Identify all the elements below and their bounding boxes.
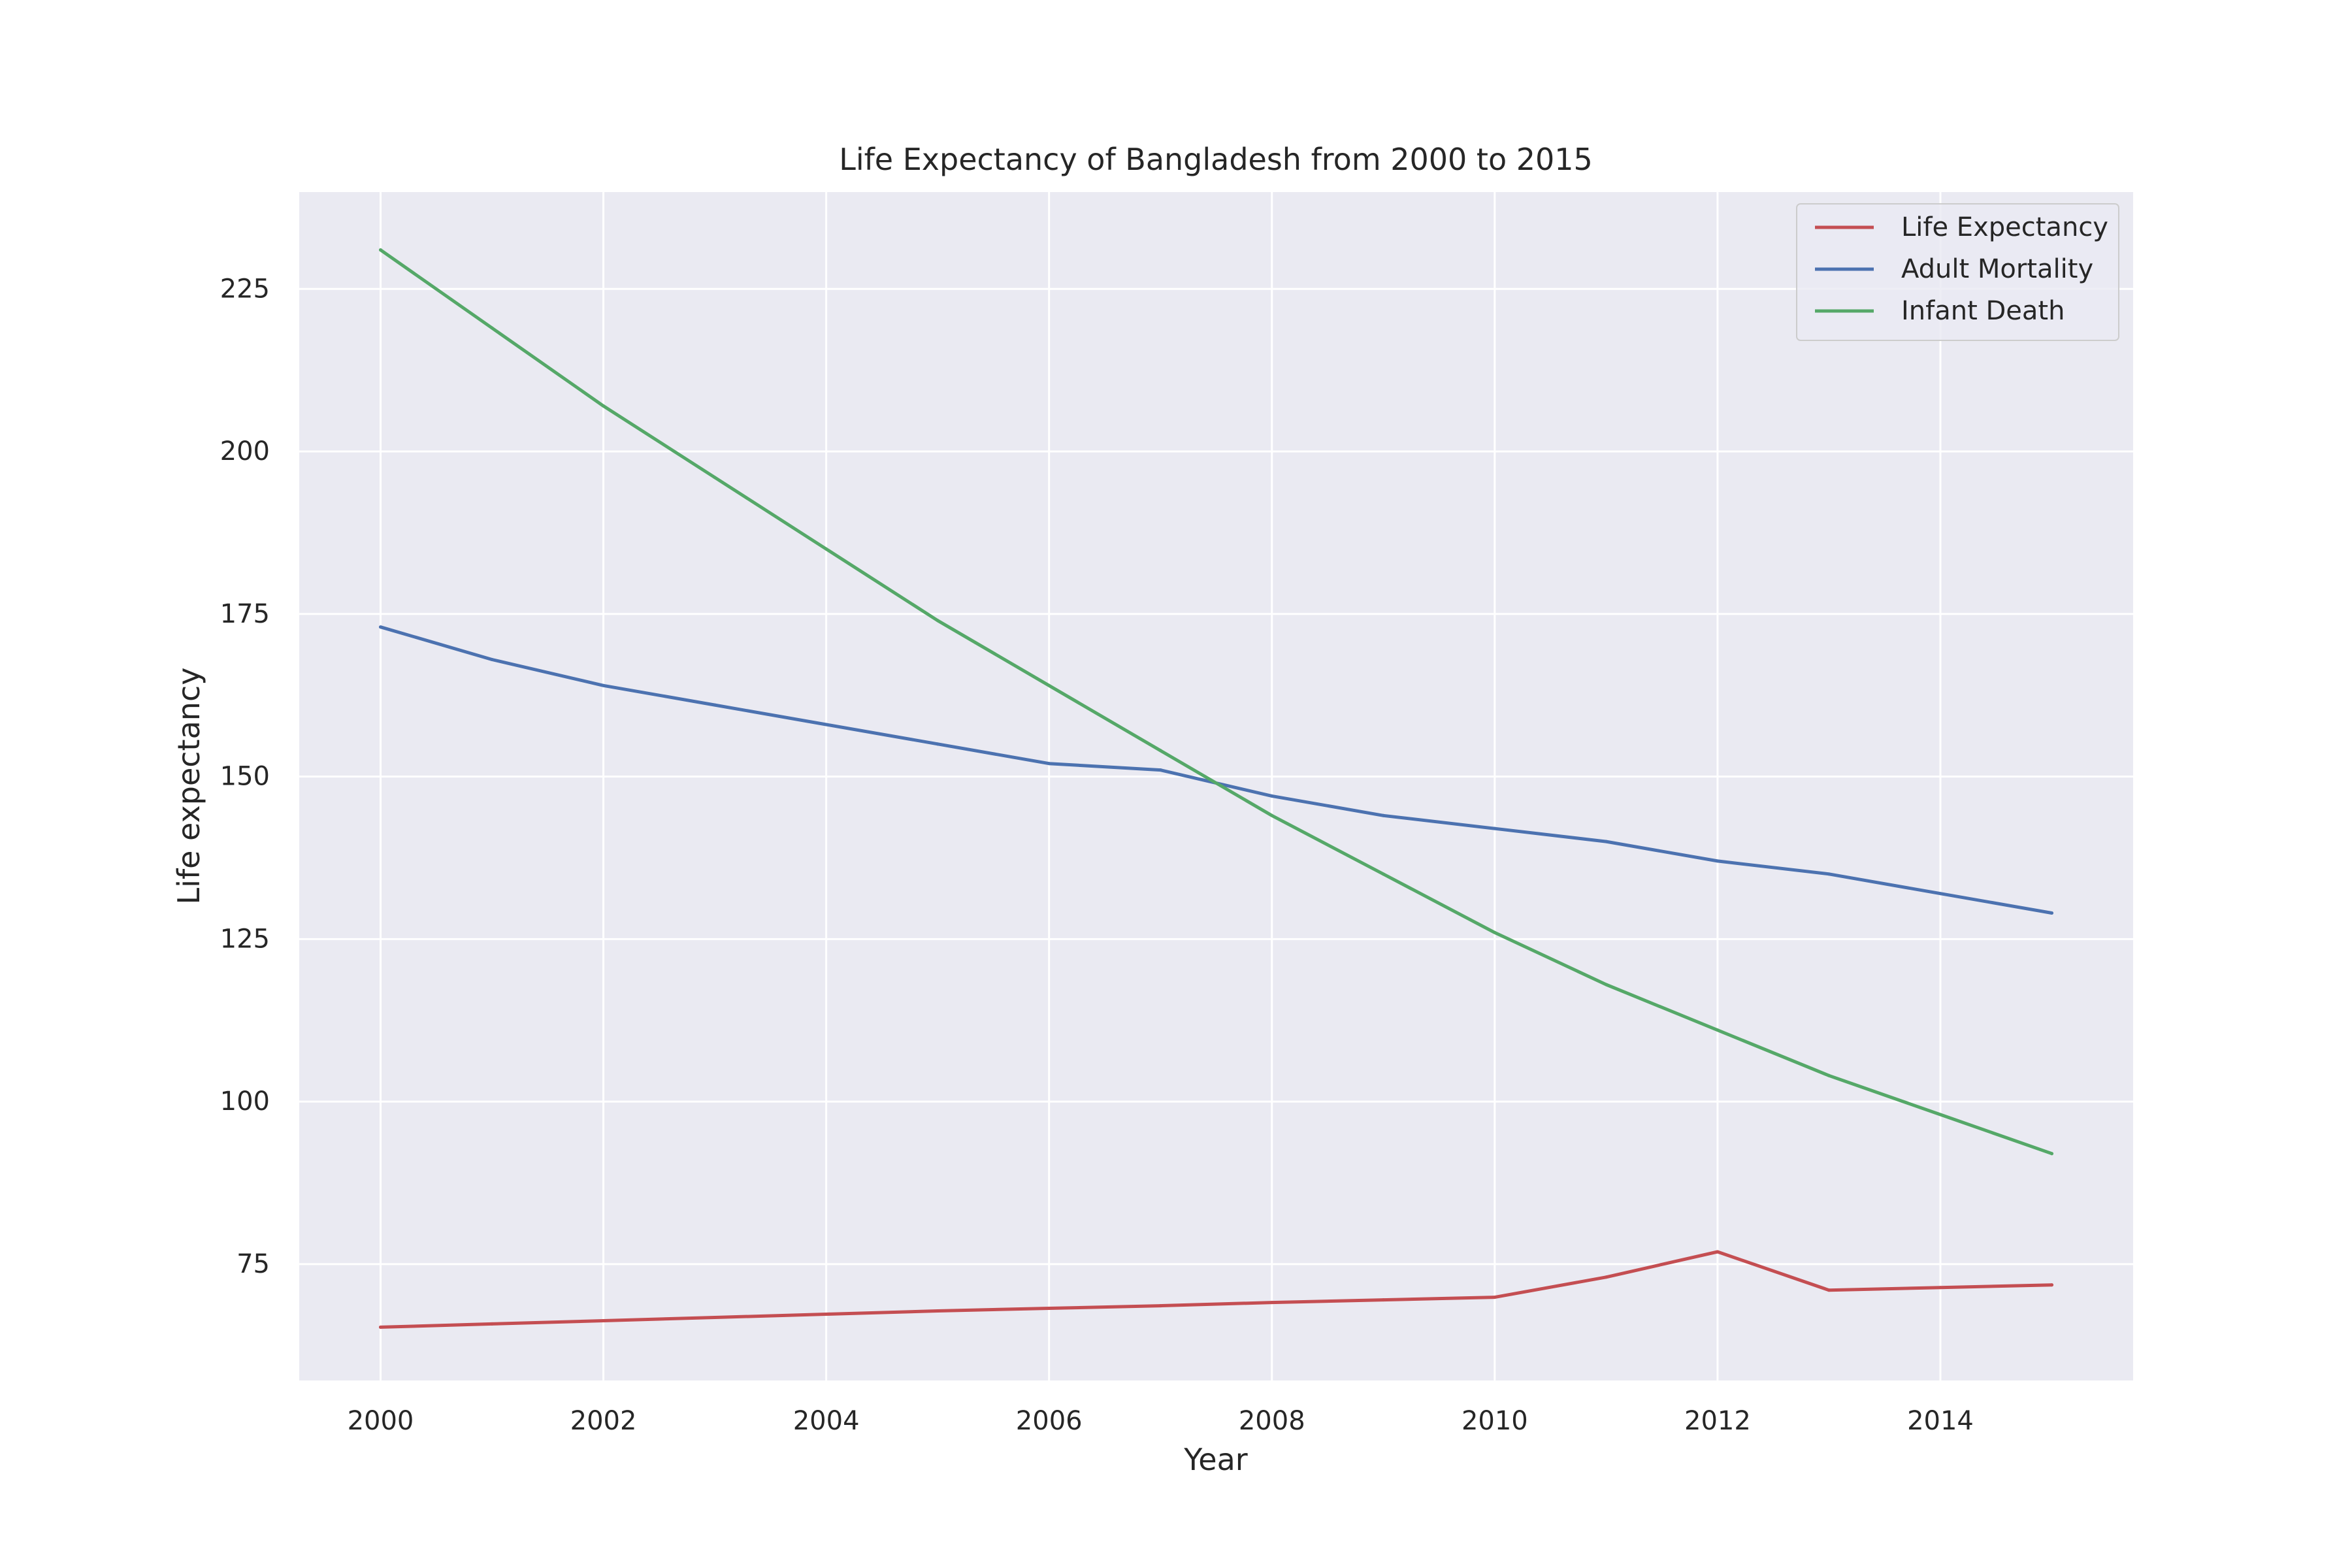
data-point-life-expectancy <box>1158 1304 1162 1308</box>
grid-lines <box>299 192 2133 1380</box>
y-tick-label: 225 <box>220 274 270 304</box>
data-point-life-expectancy <box>2050 1283 2054 1287</box>
legend-label-infant-death: Infant Death <box>1901 296 2065 326</box>
x-tick-label: 2002 <box>570 1406 637 1436</box>
data-point-infant-death <box>602 404 606 408</box>
data-point-infant-death <box>713 476 717 480</box>
legend-items: Life Expectancy Adult Mortality Infant Dea… <box>1815 212 2108 326</box>
x-tick-label: 2008 <box>1239 1406 1305 1436</box>
y-tick-label: 100 <box>220 1086 270 1117</box>
data-point-infant-death <box>1604 983 1608 987</box>
data-point-infant-death <box>825 547 828 551</box>
data-point-adult-mortality <box>378 625 382 629</box>
y-tick-label: 175 <box>220 599 270 629</box>
data-point-infant-death <box>378 248 382 252</box>
data-point-life-expectancy <box>1270 1301 1274 1305</box>
data-point-infant-death <box>2050 1152 2054 1156</box>
data-point-infant-death <box>1827 1073 1831 1077</box>
x-tick-label: 2010 <box>1462 1406 1528 1436</box>
legend-label-life-expectancy: Life Expectancy <box>1901 212 2108 242</box>
data-point-adult-mortality <box>1270 794 1274 798</box>
data-point-adult-mortality <box>1047 762 1051 766</box>
x-axis-label: Year <box>1183 1442 1247 1477</box>
data-point-adult-mortality <box>825 723 828 727</box>
data-point-life-expectancy <box>1938 1286 1942 1290</box>
data-point-infant-death <box>1716 1028 1720 1032</box>
data-point-infant-death <box>1270 813 1274 817</box>
x-tick-label: 2000 <box>348 1406 414 1436</box>
data-point-infant-death <box>1381 872 1385 876</box>
data-point-adult-mortality <box>2050 911 2054 915</box>
data-point-infant-death <box>936 619 939 623</box>
y-tick-label: 125 <box>220 924 270 954</box>
data-point-infant-death <box>1938 1113 1942 1117</box>
chart-title: Life Expectancy of Bangladesh from 2000 … <box>839 142 1593 177</box>
data-point-infant-death <box>490 326 494 330</box>
data-point-adult-mortality <box>490 657 494 661</box>
data-point-life-expectancy <box>1827 1288 1831 1292</box>
data-point-adult-mortality <box>1493 826 1497 830</box>
data-point-life-expectancy <box>1381 1298 1385 1302</box>
data-point-adult-mortality <box>602 683 606 687</box>
data-point-adult-mortality <box>713 703 717 707</box>
data-point-adult-mortality <box>1158 768 1162 772</box>
legend: Life Expectancy Adult Mortality Infant Dea… <box>1796 203 2119 341</box>
data-point-infant-death <box>1493 930 1497 934</box>
data-point-life-expectancy <box>1493 1296 1497 1299</box>
y-tick-label: 150 <box>220 762 270 792</box>
data-point-life-expectancy <box>825 1313 828 1316</box>
data-point-life-expectancy <box>378 1325 382 1329</box>
data-point-life-expectancy <box>1604 1275 1608 1279</box>
x-tick-labels: 2000 2002 2004 2006 2008 2010 2012 2014 <box>348 1406 1974 1436</box>
y-tick-labels: 75 100 125 150 175 200 225 <box>220 274 270 1279</box>
legend-box <box>1796 203 2119 341</box>
data-point-adult-mortality <box>1604 840 1608 843</box>
x-tick-label: 2006 <box>1016 1406 1083 1436</box>
x-tick-label: 2014 <box>1907 1406 1974 1436</box>
series-line-life-expectancy <box>379 1250 2053 1329</box>
data-point-life-expectancy <box>1716 1250 1720 1254</box>
y-tick-label: 75 <box>237 1249 270 1279</box>
plot-area <box>299 192 2133 1380</box>
data-point-adult-mortality <box>936 742 939 746</box>
data-point-adult-mortality <box>1381 813 1385 817</box>
series-line-infant-death <box>379 248 2053 1156</box>
data-point-life-expectancy <box>1047 1307 1051 1311</box>
data-point-adult-mortality <box>1716 859 1720 863</box>
data-point-adult-mortality <box>1827 872 1831 876</box>
y-axis-label: Life expectancy <box>171 668 206 905</box>
y-tick-label: 200 <box>220 436 270 466</box>
data-point-life-expectancy <box>490 1322 494 1326</box>
data-point-life-expectancy <box>602 1318 606 1322</box>
legend-label-adult-mortality: Adult Mortality <box>1901 254 2093 284</box>
data-point-infant-death <box>1047 683 1051 687</box>
data-point-adult-mortality <box>1938 892 1942 896</box>
data-point-life-expectancy <box>713 1315 717 1319</box>
x-tick-label: 2012 <box>1684 1406 1751 1436</box>
data-point-life-expectancy <box>936 1309 939 1313</box>
x-tick-label: 2004 <box>793 1406 860 1436</box>
series-lines <box>378 248 2054 1329</box>
data-point-infant-death <box>1158 749 1162 753</box>
